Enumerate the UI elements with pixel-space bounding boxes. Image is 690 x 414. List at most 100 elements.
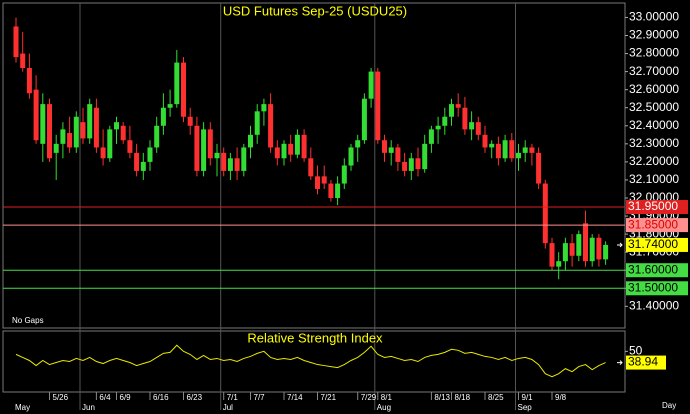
candle-body	[529, 147, 535, 153]
candle-body	[321, 176, 327, 184]
candle-body	[516, 152, 521, 159]
y-tick-label: 32.60000	[629, 82, 679, 96]
x-tick-label: 6/16	[153, 393, 169, 402]
candle-body	[395, 147, 401, 162]
candle-body	[187, 116, 193, 126]
candle-body	[160, 107, 166, 126]
level-label: 31.60000	[628, 262, 678, 276]
price-arrow	[617, 242, 623, 248]
candle-body	[281, 143, 287, 159]
candle-body	[589, 237, 595, 262]
x-tick-label: 6/23	[187, 393, 203, 402]
candle-body	[254, 111, 260, 135]
candle-body	[127, 140, 133, 153]
candle-body	[73, 116, 79, 148]
candle-body	[140, 161, 146, 171]
candle-body	[408, 158, 414, 171]
candle-body	[181, 62, 186, 117]
candle-body	[100, 147, 106, 159]
candle-body	[422, 143, 428, 170]
candle-body	[455, 104, 461, 108]
level-box	[626, 263, 688, 278]
candle-body	[227, 158, 233, 171]
candle-body	[348, 147, 354, 166]
candle-body	[114, 122, 119, 130]
candle-body	[241, 147, 247, 171]
candle-body	[60, 129, 66, 144]
level-box	[626, 200, 688, 215]
note: No Gaps	[12, 316, 44, 325]
price-label: 31.74000	[628, 237, 678, 251]
candle-body	[449, 104, 454, 117]
candle-body	[556, 261, 562, 267]
x-tick-label: 7/1	[227, 393, 239, 402]
candle-body	[147, 147, 153, 162]
candle-body	[274, 147, 280, 159]
candle-body	[315, 176, 320, 189]
level-label: 31.85000	[628, 217, 678, 231]
month-label: May	[15, 403, 30, 412]
candle-body	[495, 143, 501, 159]
candle-body	[294, 134, 300, 155]
grid	[49, 3, 628, 410]
candle-body	[562, 243, 568, 262]
candle-body	[234, 158, 240, 171]
candle-body	[288, 143, 294, 155]
candle-body	[341, 165, 347, 184]
candle-body	[542, 183, 548, 244]
candle-body	[415, 158, 421, 170]
y-tick-label: 32.30000	[629, 136, 679, 150]
candle-body	[402, 161, 408, 171]
month-label: Aug	[377, 403, 391, 412]
x-tick-label: 8/18	[455, 393, 471, 402]
rsi-box	[626, 355, 666, 370]
x-tick-label: 9/8	[555, 393, 567, 402]
candle-body	[87, 104, 93, 139]
candle-body	[20, 53, 26, 68]
candle-body	[576, 234, 582, 256]
candle-body	[134, 152, 140, 171]
candle-body	[469, 122, 475, 130]
candle-body	[328, 183, 334, 198]
candle-body	[167, 104, 173, 108]
rsi-line	[15, 344, 606, 378]
candle-body	[549, 243, 555, 267]
y-tick-label: 32.90000	[629, 28, 679, 42]
candle-body	[603, 244, 609, 260]
candle-body	[221, 152, 227, 171]
candle-body	[509, 140, 515, 159]
y-tick-label: 32.80000	[629, 46, 679, 60]
price-panel	[2, 2, 626, 329]
candle-body	[388, 147, 394, 153]
rsi-arrow	[617, 360, 623, 365]
month-label: Sep	[518, 403, 533, 412]
y-tick-label: 32.40000	[629, 118, 679, 132]
x-tick-label: 8/13	[434, 393, 450, 402]
candle-body	[475, 122, 481, 135]
x-tick-label: 5/26	[53, 393, 69, 402]
candle-body	[596, 237, 602, 260]
candle-body	[80, 122, 86, 139]
candle-body	[67, 133, 73, 148]
candle-body	[482, 134, 488, 148]
candle-body	[435, 125, 441, 130]
x-tick-label: 7/7	[254, 393, 266, 402]
candle-body	[53, 143, 59, 153]
candle-body	[154, 125, 160, 148]
candle-body	[301, 134, 307, 159]
candle-body	[375, 71, 381, 141]
candle-body	[442, 116, 448, 126]
candle-body	[522, 147, 528, 153]
candle-body	[201, 129, 207, 171]
candle-body	[107, 129, 113, 159]
candle-body	[40, 104, 46, 144]
y-tick-label: 50	[629, 344, 643, 358]
candle-body	[355, 140, 361, 148]
candle-body	[428, 129, 434, 144]
candle-body	[583, 223, 588, 262]
level-box	[626, 281, 688, 296]
candle-body	[194, 125, 200, 171]
x-tick-label: 7/14	[287, 393, 303, 402]
x-tick-label: 7/29	[361, 393, 377, 402]
